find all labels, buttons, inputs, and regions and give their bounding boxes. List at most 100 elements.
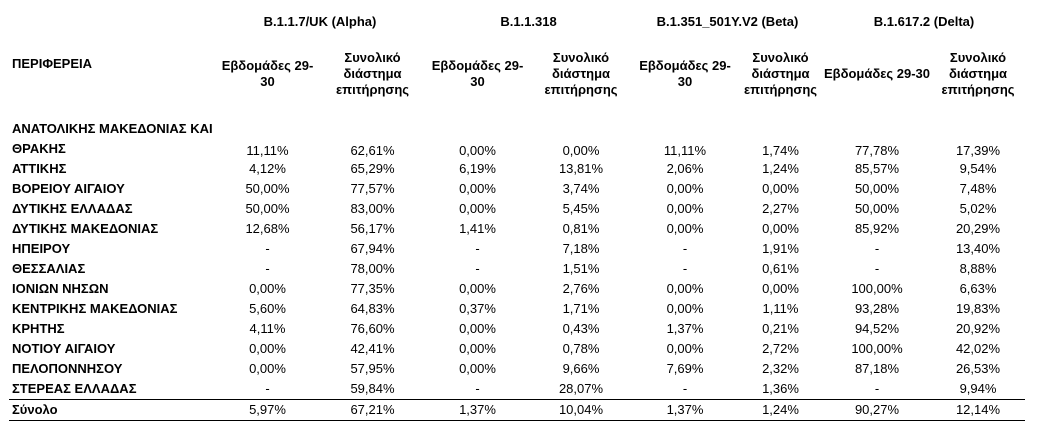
value-cell: 1,37%: [666, 321, 704, 336]
region-name: ΚΡΗΤΗΣ: [12, 321, 65, 336]
value-cell: 42,41%: [350, 341, 395, 356]
variants-table: ΠΕΡΙΦΕΡΕΙΑ B.1.1.7/UK (Alpha) B.1.1.318 …: [9, 12, 1025, 421]
value-cell: 65,29%: [350, 161, 395, 176]
value-cell: 57,95%: [350, 361, 395, 376]
value-cell: 59,84%: [350, 381, 395, 396]
value-cell: 50,00%: [854, 181, 900, 196]
table-row: ΝΟΤΙΟΥ ΑΙΓΑΙΟΥ 0,00% 42,41% 0,00% 0,78% 0,00%…: [9, 339, 1025, 359]
weeks-header-alpha: Εβδομάδες 29-30: [221, 57, 314, 89]
value-cell: 5,02%: [959, 201, 997, 216]
value-cell: 11,11%: [246, 143, 289, 158]
value-cell: 7,18%: [562, 241, 600, 256]
value-cell: 5,45%: [562, 201, 600, 216]
weeks-header-b11318: Εβδομάδες 29-30: [431, 57, 524, 89]
value-cell: 93,28%: [854, 301, 900, 316]
table-row: ΑΝΑΤΟΛΙΚΗΣ ΜΑΚΕΔΟΝΙΑΣ ΚΑΙ ΘΡΑΚΗΣ 11,11% 62…: [9, 115, 1025, 159]
value-cell: 0,00%: [762, 181, 799, 196]
table-row: ΘΕΣΣΑΛΙΑΣ - 78,00% - 1,51% - 0,61% - 8,88%: [9, 259, 1025, 279]
value-cell: -: [874, 381, 880, 396]
value-cell: 20,92%: [955, 321, 1001, 336]
value-cell: 64,83%: [350, 301, 395, 316]
value-cell: 42,02%: [955, 341, 1001, 356]
value-cell: 2,72%: [762, 341, 799, 356]
total-cell: 90,27%: [823, 399, 931, 421]
value-cell: 0,81%: [562, 221, 600, 236]
value-cell: -: [475, 241, 480, 256]
value-cell: 12,68%: [245, 221, 290, 236]
value-cell: 8,88%: [959, 261, 997, 276]
value-cell: 1,24%: [762, 161, 799, 176]
value-cell: 0,00%: [666, 181, 704, 196]
value-cell: 83,00%: [350, 201, 395, 216]
value-cell: 50,00%: [854, 201, 900, 216]
value-cell: 1,11%: [762, 301, 799, 316]
total-cell: 10,04%: [530, 399, 632, 421]
value-cell: 13,40%: [955, 241, 1001, 256]
value-cell: 1,36%: [762, 381, 799, 396]
region-name: ΒΟΡΕΙΟΥ ΑΙΓΑΙΟΥ: [12, 181, 125, 196]
region-name: ΑΤΤΙΚΗΣ: [12, 161, 67, 176]
region-name: ΗΠΕΙΡΟΥ: [12, 241, 71, 256]
table-row: ΒΟΡΕΙΟΥ ΑΙΓΑΙΟΥ 50,00% 77,57% 0,00% 3,74% 0,0…: [9, 179, 1025, 199]
value-cell: 2,27%: [762, 201, 799, 216]
value-cell: 7,48%: [959, 181, 997, 196]
value-cell: 0,21%: [762, 321, 799, 336]
weeks-header-beta: Εβδομάδες 29-30: [639, 57, 731, 89]
value-cell: 0,00%: [459, 281, 496, 296]
total-cell: 5,97%: [215, 399, 320, 421]
region-name: ΘΕΣΣΑΛΙΑΣ: [12, 261, 86, 276]
value-cell: -: [475, 381, 480, 396]
value-cell: 0,00%: [459, 361, 496, 376]
value-cell: 0,00%: [562, 143, 600, 158]
table-row: ΠΕΛΟΠΟΝΝΗΣΟΥ 0,00% 57,95% 0,00% 9,66% 7,69% 2,…: [9, 359, 1025, 379]
value-cell: 0,00%: [459, 321, 496, 336]
value-cell: 4,12%: [249, 161, 286, 176]
value-cell: 50,00%: [245, 201, 290, 216]
value-cell: 67,94%: [350, 241, 395, 256]
value-cell: 1,91%: [762, 241, 799, 256]
value-cell: 11,11%: [663, 143, 707, 158]
value-cell: -: [475, 261, 480, 276]
value-cell: 1,51%: [562, 261, 600, 276]
value-cell: -: [874, 261, 880, 276]
value-cell: 9,54%: [959, 161, 997, 176]
value-cell: 0,00%: [762, 221, 799, 236]
total-row: Σύνολο 5,97% 67,21% 1,37% 10,04% 1,37% 1…: [9, 399, 1025, 421]
value-cell: -: [682, 261, 688, 276]
value-cell: 0,00%: [459, 143, 496, 158]
value-cell: 0,00%: [666, 341, 704, 356]
value-cell: 0,00%: [249, 361, 286, 376]
value-cell: 0,37%: [459, 301, 496, 316]
value-cell: 87,18%: [854, 361, 900, 376]
table-row: ΣΤΕΡΕΑΣ ΕΛΛΑΔΑΣ - 59,84% - 28,07% - 1,36% - 9,94…: [9, 379, 1025, 400]
region-name: ΠΕΛΟΠΟΝΝΗΣΟΥ: [12, 361, 123, 376]
region-name: ΔΥΤΙΚΗΣ ΕΛΛΑΔΑΣ: [12, 201, 133, 216]
table-row: ΔΥΤΙΚΗΣ ΜΑΚΕΔΟΝΙΑΣ 12,68% 56,17% 1,41% 0,81%…: [9, 219, 1025, 239]
value-cell: -: [682, 381, 688, 396]
variant-header-beta: B.1.351_501Y.V2 (Beta): [656, 14, 799, 29]
value-cell: -: [874, 241, 880, 256]
region-name: ΙΟΝΙΩΝ ΝΗΣΩΝ: [12, 281, 109, 296]
total-period-header-beta: Συνολικό διάστημα επιτήρησης: [743, 49, 818, 97]
value-cell: 0,00%: [459, 341, 496, 356]
value-cell: 94,52%: [854, 321, 900, 336]
region-name: ΑΝΑΤΟΛΙΚΗΣ ΜΑΚΕΔΟΝΙΑΣ ΚΑΙ ΘΡΑΚΗΣ: [12, 121, 213, 156]
value-cell: 9,94%: [959, 381, 997, 396]
table-row: ΚΕΝΤΡΙΚΗΣ ΜΑΚΕΔΟΝΙΑΣ 5,60% 64,83% 0,37% 1,71…: [9, 299, 1025, 319]
weeks-header-delta: Εβδομάδες 29-30: [823, 65, 931, 81]
value-cell: 0,61%: [762, 261, 799, 276]
value-cell: -: [265, 261, 270, 276]
value-cell: 0,00%: [666, 201, 704, 216]
value-cell: 1,71%: [562, 301, 600, 316]
value-cell: 62,61%: [350, 143, 395, 158]
region-name: ΔΥΤΙΚΗΣ ΜΑΚΕΔΟΝΙΑΣ: [12, 221, 159, 236]
value-cell: 17,39%: [955, 143, 1001, 158]
value-cell: 56,17%: [350, 221, 395, 236]
value-cell: 3,74%: [562, 181, 600, 196]
value-cell: 50,00%: [245, 181, 290, 196]
value-cell: 0,43%: [562, 321, 600, 336]
value-cell: 13,81%: [558, 161, 604, 176]
region-name: ΝΟΤΙΟΥ ΑΙΓΑΙΟΥ: [12, 341, 116, 356]
total-period-header-b11318: Συνολικό διάστημα επιτήρησης: [544, 49, 618, 97]
value-cell: 20,29%: [955, 221, 1001, 236]
